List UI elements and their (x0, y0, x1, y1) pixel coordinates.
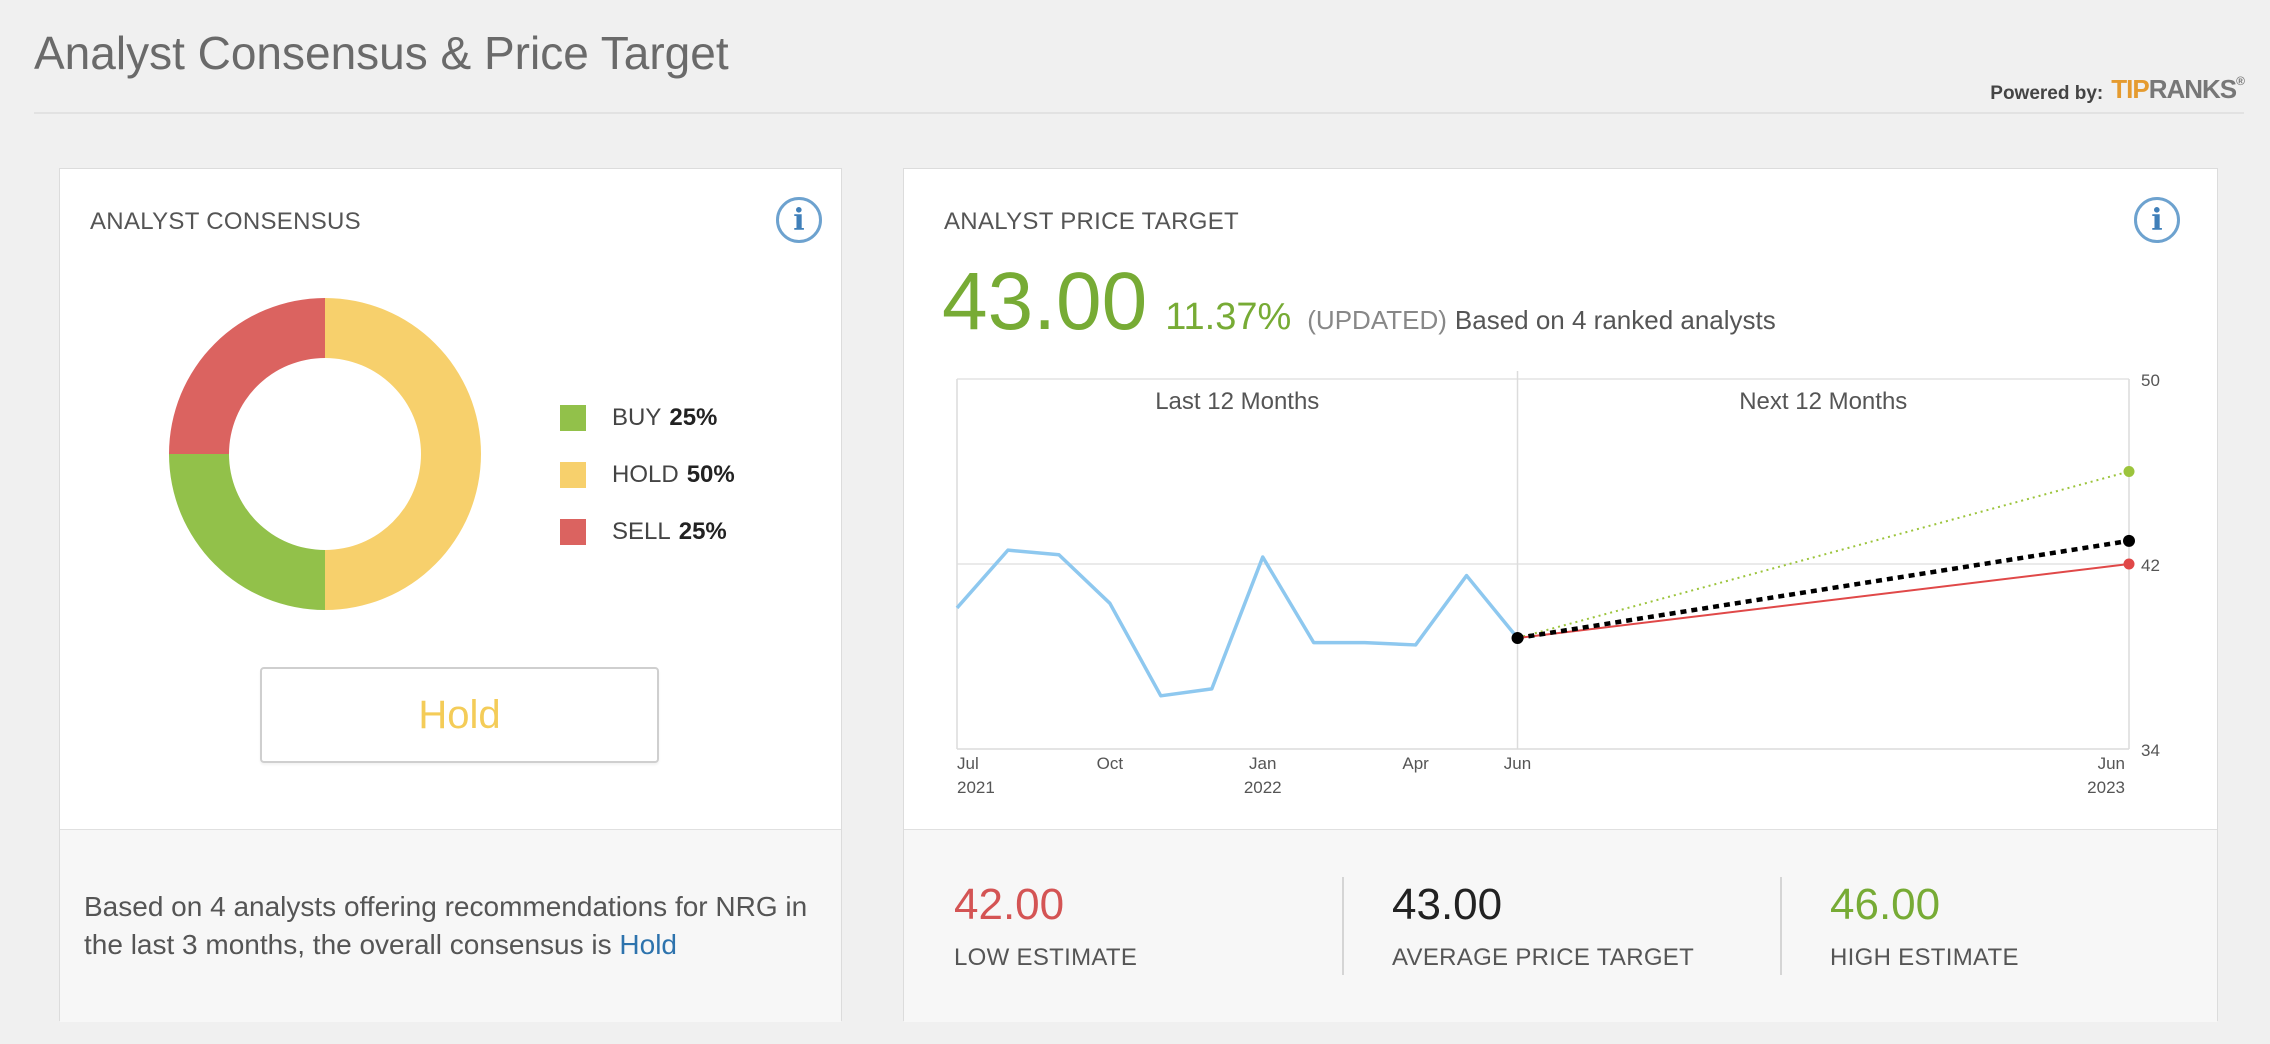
high-estimate-value: 46.00 (1830, 880, 1941, 929)
series-line-history (955, 548, 1519, 698)
estimate-divider (1780, 877, 1782, 975)
donut-slice-sell[interactable] (169, 298, 325, 454)
consensus-legend: BUY 25% HOLD 50% SELL 25% (560, 389, 735, 560)
price-target-based-on: Based on 4 ranked analysts (1454, 305, 1776, 335)
x-tick-label: Apr (1402, 754, 1429, 773)
x-tick-label: Jan (1249, 754, 1276, 773)
price-target-summary: 43.00 11.37% (UPDATED) Based on 4 ranked… (942, 255, 1776, 349)
legend-label-sell: SELL (612, 517, 671, 545)
series-end-point-low[interactable] (2123, 558, 2135, 570)
series-line-low (1517, 563, 2130, 639)
x-tick-year-label: 2023 (2087, 778, 2125, 797)
legend-pct-hold: 50% (686, 460, 735, 488)
price-target-updated: (UPDATED) (1307, 305, 1447, 335)
consensus-rating-button[interactable]: Hold (260, 667, 659, 763)
average-estimate-value: 43.00 (1392, 880, 1503, 929)
legend-pct-sell: 25% (678, 517, 727, 545)
page-title: Analyst Consensus & Price Target (34, 27, 729, 79)
legend-label-hold: HOLD (612, 460, 679, 488)
consensus-info-icon[interactable]: i (776, 197, 822, 243)
legend-item-sell: SELL 25% (560, 503, 735, 560)
high-estimate-label: HIGH ESTIMATE (1830, 944, 2019, 971)
low-estimate-value: 42.00 (954, 880, 1065, 929)
series-end-point-high[interactable] (2123, 466, 2135, 477)
powered-by: Powered by: TIPRANKS® (1990, 74, 2245, 105)
donut-slice-buy[interactable] (169, 454, 325, 610)
legend-pct-buy: 25% (669, 403, 718, 431)
x-tick-year-label: 2021 (957, 778, 995, 797)
series-end-point-average[interactable] (2123, 534, 2135, 547)
consensus-donut-chart (169, 298, 481, 610)
estimates-row: 42.00 LOW ESTIMATE 43.00 AVERAGE PRICE T… (904, 829, 2217, 1022)
legend-item-hold: HOLD 50% (560, 446, 735, 503)
current-price-point[interactable] (1511, 632, 1524, 644)
x-tick-label: Jul (957, 754, 979, 773)
analyst-price-target-card: ANALYST PRICE TARGET i 43.00 11.37% (UPD… (903, 168, 2218, 1022)
price-target-heading: ANALYST PRICE TARGET (944, 208, 1239, 235)
consensus-summary-text: Based on 4 analysts offering recommendat… (84, 891, 808, 960)
y-tick-label: 42 (2141, 556, 2160, 575)
consensus-summary: Based on 4 analysts offering recommendat… (60, 829, 841, 1022)
y-tick-label: 50 (2141, 371, 2160, 390)
y-tick-label: 34 (2141, 741, 2160, 760)
price-target-value: 43.00 (942, 256, 1148, 347)
price-target-chart: Last 12 Months Next 12 Months 34 42 50 Jul 202… (955, 371, 2160, 797)
estimate-divider (1342, 877, 1344, 975)
low-estimate-label: LOW ESTIMATE (954, 944, 1138, 971)
legend-swatch-hold (560, 461, 586, 488)
high-estimate: 46.00 HIGH ESTIMATE (1830, 880, 2019, 972)
average-estimate: 43.00 AVERAGE PRICE TARGET (1392, 880, 1694, 972)
x-tick-label: Jun (1504, 754, 1531, 773)
legend-item-buy: BUY 25% (560, 389, 735, 446)
x-tick-label: Jun (2098, 754, 2125, 773)
tipranks-logo[interactable]: TIPRANKS® (2111, 74, 2245, 104)
x-tick-label: Oct (1097, 754, 1124, 773)
average-estimate-label: AVERAGE PRICE TARGET (1392, 944, 1695, 971)
x-tick-year-label: 2022 (1244, 778, 1282, 797)
donut-slice-hold[interactable] (325, 298, 481, 610)
series-line-high (1517, 470, 2130, 639)
price-target-change: 11.37% (1165, 296, 1292, 338)
analyst-consensus-card: ANALYST CONSENSUS i BUY 25% HOLD 50% SEL… (59, 168, 842, 1022)
series-line-average (1517, 538, 2130, 641)
price-target-info-icon[interactable]: i (2134, 197, 2180, 243)
powered-by-label: Powered by: (1990, 83, 2104, 104)
low-estimate: 42.00 LOW ESTIMATE (954, 880, 1137, 972)
legend-swatch-sell (560, 518, 586, 545)
section-label-next-12-months: Next 12 Months (1739, 388, 1907, 415)
consensus-summary-link[interactable]: Hold (619, 929, 677, 960)
consensus-heading: ANALYST CONSENSUS (90, 208, 361, 235)
legend-label-buy: BUY (612, 403, 662, 431)
title-divider (34, 112, 2244, 114)
section-label-last-12-months: Last 12 Months (1155, 388, 1319, 415)
legend-swatch-buy (560, 404, 586, 431)
